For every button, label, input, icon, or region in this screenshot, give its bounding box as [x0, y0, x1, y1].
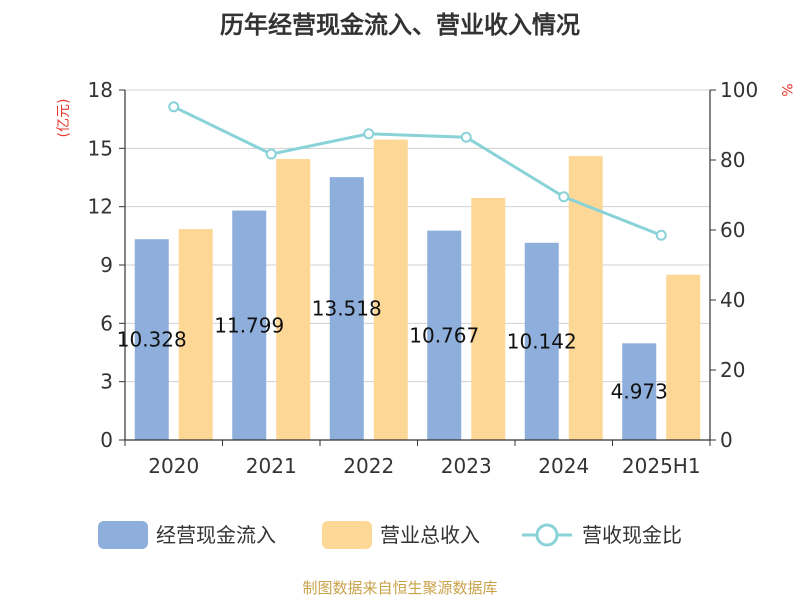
bar-value-label: 13.518 [312, 297, 382, 321]
bar-cash-inflow [232, 210, 267, 440]
x-tick-label: 2020 [148, 454, 199, 478]
legend-ratio-label: 营收现金比 [582, 523, 682, 547]
x-tick-label: 2023 [441, 454, 492, 478]
left-axis-unit: (亿元) [56, 99, 72, 138]
right-tick-label: 60 [720, 218, 745, 242]
ratio-point [363, 128, 375, 140]
left-tick-label: 15 [88, 136, 113, 160]
ratio-point [168, 101, 180, 113]
x-tick-label: 2025H1 [622, 454, 701, 478]
legend-total-revenue-label: 营业总收入 [380, 523, 480, 547]
bar-value-label: 10.142 [507, 329, 577, 353]
legend-cash-inflow-label: 经营现金流入 [156, 523, 276, 547]
chart-title: 历年经营现金流入、营业收入情况 [220, 11, 580, 39]
bar-cash-inflow [329, 177, 364, 440]
left-tick-label: 9 [100, 253, 113, 277]
bar-value-label: 10.328 [117, 328, 187, 352]
ratio-point [558, 191, 570, 203]
legend-cash-inflow-swatch [98, 521, 148, 549]
right-tick-label: 100 [720, 78, 758, 102]
ratio-point [460, 131, 472, 143]
ratio-point [655, 229, 667, 241]
legend-total-revenue-swatch [322, 521, 372, 549]
right-tick-label: 40 [720, 288, 745, 312]
bar-total-revenue [276, 159, 311, 440]
source-note: 制图数据来自恒生聚源数据库 [302, 579, 497, 597]
bar-total-revenue [666, 274, 701, 440]
ratio-line-marks [168, 101, 667, 241]
bar-value-label: 10.767 [409, 323, 479, 347]
right-axis-unit: % [778, 83, 794, 96]
bar-total-revenue [178, 229, 213, 440]
left-tick-label: 12 [88, 195, 113, 219]
x-tick-label: 2022 [343, 454, 394, 478]
right-tick-label: 80 [720, 148, 745, 172]
bar-total-revenue [373, 139, 408, 441]
legend-ratio-swatch-marker [535, 523, 559, 547]
bar-value-label: 11.799 [214, 313, 284, 337]
left-tick-label: 0 [100, 428, 113, 452]
left-tick-label: 3 [100, 370, 113, 394]
left-tick-label: 18 [88, 78, 113, 102]
x-tick-label: 2021 [246, 454, 297, 478]
bar-total-revenue [568, 156, 603, 440]
right-tick-label: 0 [720, 428, 733, 452]
ratio-line [173, 105, 662, 237]
x-tick-label: 2024 [538, 454, 589, 478]
data-labels: 10.328 11.799 13.518 10.767 10.142 4.973 [117, 297, 668, 404]
left-tick-label: 6 [100, 311, 113, 335]
bar-marks [134, 139, 701, 441]
ratio-point [265, 148, 277, 160]
right-tick-label: 20 [720, 358, 745, 382]
bar-total-revenue [471, 197, 506, 440]
bar-cash-inflow [134, 239, 169, 440]
bar-value-label: 4.973 [611, 380, 668, 404]
axes: 0 3 6 9 12 15 18 0 20 40 60 80 100 2020 2021 2022 2023 20… [88, 78, 759, 478]
bar-cash-inflow [622, 343, 657, 440]
gridlines [125, 89, 710, 383]
bar-cash-inflow [427, 230, 462, 440]
legend: 经营现金流入 营业总收入 营收现金比 [98, 521, 682, 549]
bar-cash-inflow [524, 242, 559, 440]
